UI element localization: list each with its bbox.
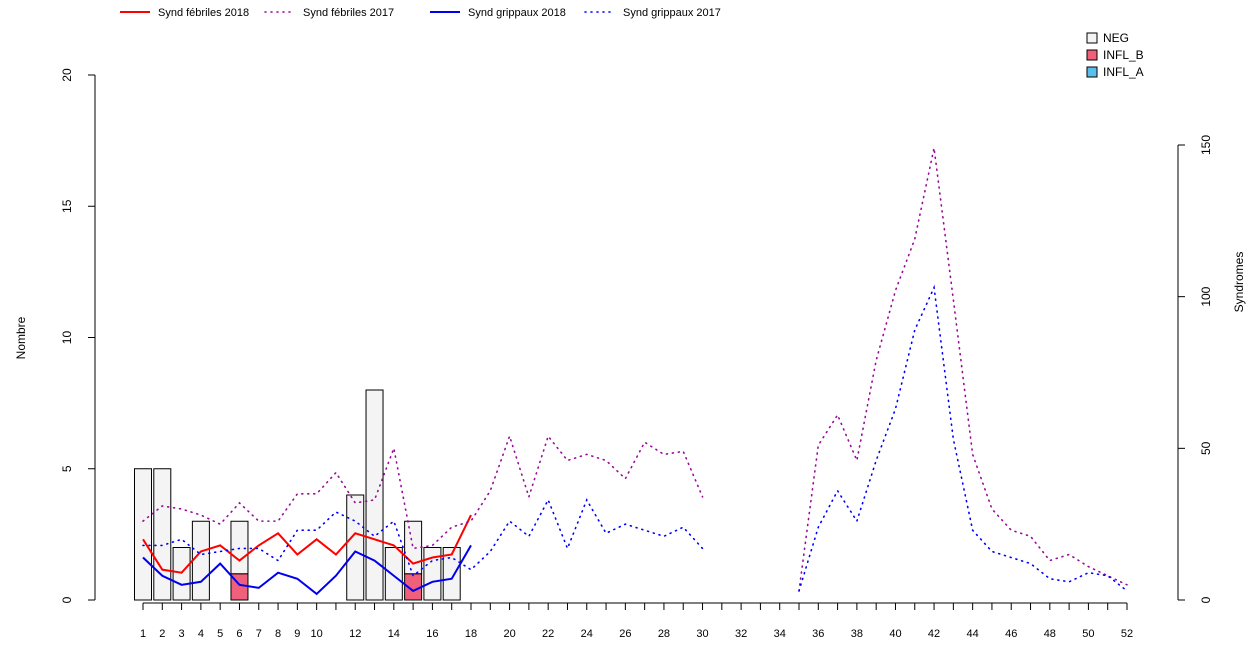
- x-tick-label: 1: [140, 628, 146, 640]
- x-tick-label: 30: [696, 628, 708, 640]
- y2-tick-label: 100: [1199, 286, 1213, 306]
- x-tick-label: 24: [581, 628, 593, 640]
- line: [142, 544, 472, 596]
- legend-label: NEG: [1103, 31, 1129, 45]
- x-tick-label: 14: [388, 628, 400, 640]
- legend-label: Synd grippaux 2018: [468, 7, 566, 19]
- bar: [365, 389, 384, 601]
- x-tick-label: 3: [179, 628, 185, 640]
- x-tick-label: 48: [1044, 628, 1056, 640]
- x-tick-label: 9: [294, 628, 300, 640]
- x-tick-label: 26: [619, 628, 631, 640]
- legend-label: Synd grippaux 2017: [623, 7, 721, 19]
- x-tick-label: 40: [889, 628, 901, 640]
- x-tick-label: 22: [542, 628, 554, 640]
- bar: [230, 520, 249, 575]
- x-tick-label: 2: [159, 628, 165, 640]
- x-tick-label: 18: [465, 628, 477, 640]
- x-tick-label: 50: [1082, 628, 1094, 640]
- x-tick-label: 42: [928, 628, 940, 640]
- y-tick-label: 10: [60, 331, 74, 345]
- x-tick-label: 5: [217, 628, 223, 640]
- bar: [423, 547, 442, 601]
- y-tick-label: 0: [60, 596, 74, 603]
- y2-tick-label: 150: [1199, 135, 1213, 155]
- x-tick-label: 10: [311, 628, 323, 640]
- x-tick-label: 52: [1121, 628, 1133, 640]
- x-tick-label: 16: [426, 628, 438, 640]
- legend-label: INFL_B: [1103, 48, 1144, 62]
- x-tick-label: 46: [1005, 628, 1017, 640]
- bar: [191, 520, 210, 601]
- x-tick-label: 38: [851, 628, 863, 640]
- x-tick-label: 20: [503, 628, 515, 640]
- line: [142, 433, 704, 550]
- bar: [384, 547, 403, 601]
- legend-label: Synd fébriles 2018: [158, 7, 249, 19]
- y-tick-label: 20: [60, 68, 74, 82]
- bar: [172, 547, 191, 601]
- legend-label: Synd fébriles 2017: [303, 7, 394, 19]
- legend-swatch: [1086, 32, 1098, 44]
- y2-tick-label: 50: [1199, 441, 1213, 455]
- y2-tick-label: 0: [1199, 596, 1213, 603]
- x-tick-label: 44: [967, 628, 979, 640]
- x-tick-label: 34: [774, 628, 786, 640]
- line: [142, 514, 472, 574]
- line: [798, 147, 1128, 592]
- bar: [134, 468, 152, 601]
- x-tick-label: 36: [812, 628, 824, 640]
- bar: [442, 547, 461, 601]
- legend-swatch: [1086, 49, 1098, 61]
- x-tick-label: 8: [275, 628, 281, 640]
- line: [798, 284, 1128, 592]
- y-tick-label: 15: [60, 199, 74, 213]
- x-tick-label: 12: [349, 628, 361, 640]
- y-axis-label: Nombre: [14, 316, 28, 359]
- bar: [404, 520, 423, 575]
- y-tick-label: 5: [60, 465, 74, 472]
- line: [142, 497, 704, 578]
- legend-label: INFL_A: [1103, 65, 1144, 79]
- x-tick-label: 28: [658, 628, 670, 640]
- x-tick-label: 4: [198, 628, 204, 640]
- legend-swatch: [1086, 66, 1098, 78]
- bar: [346, 494, 365, 601]
- x-tick-label: 7: [256, 628, 262, 640]
- y2-axis-label: Syndromes: [1232, 252, 1246, 313]
- x-tick-label: 32: [735, 628, 747, 640]
- x-tick-label: 6: [236, 628, 242, 640]
- bar: [153, 468, 172, 601]
